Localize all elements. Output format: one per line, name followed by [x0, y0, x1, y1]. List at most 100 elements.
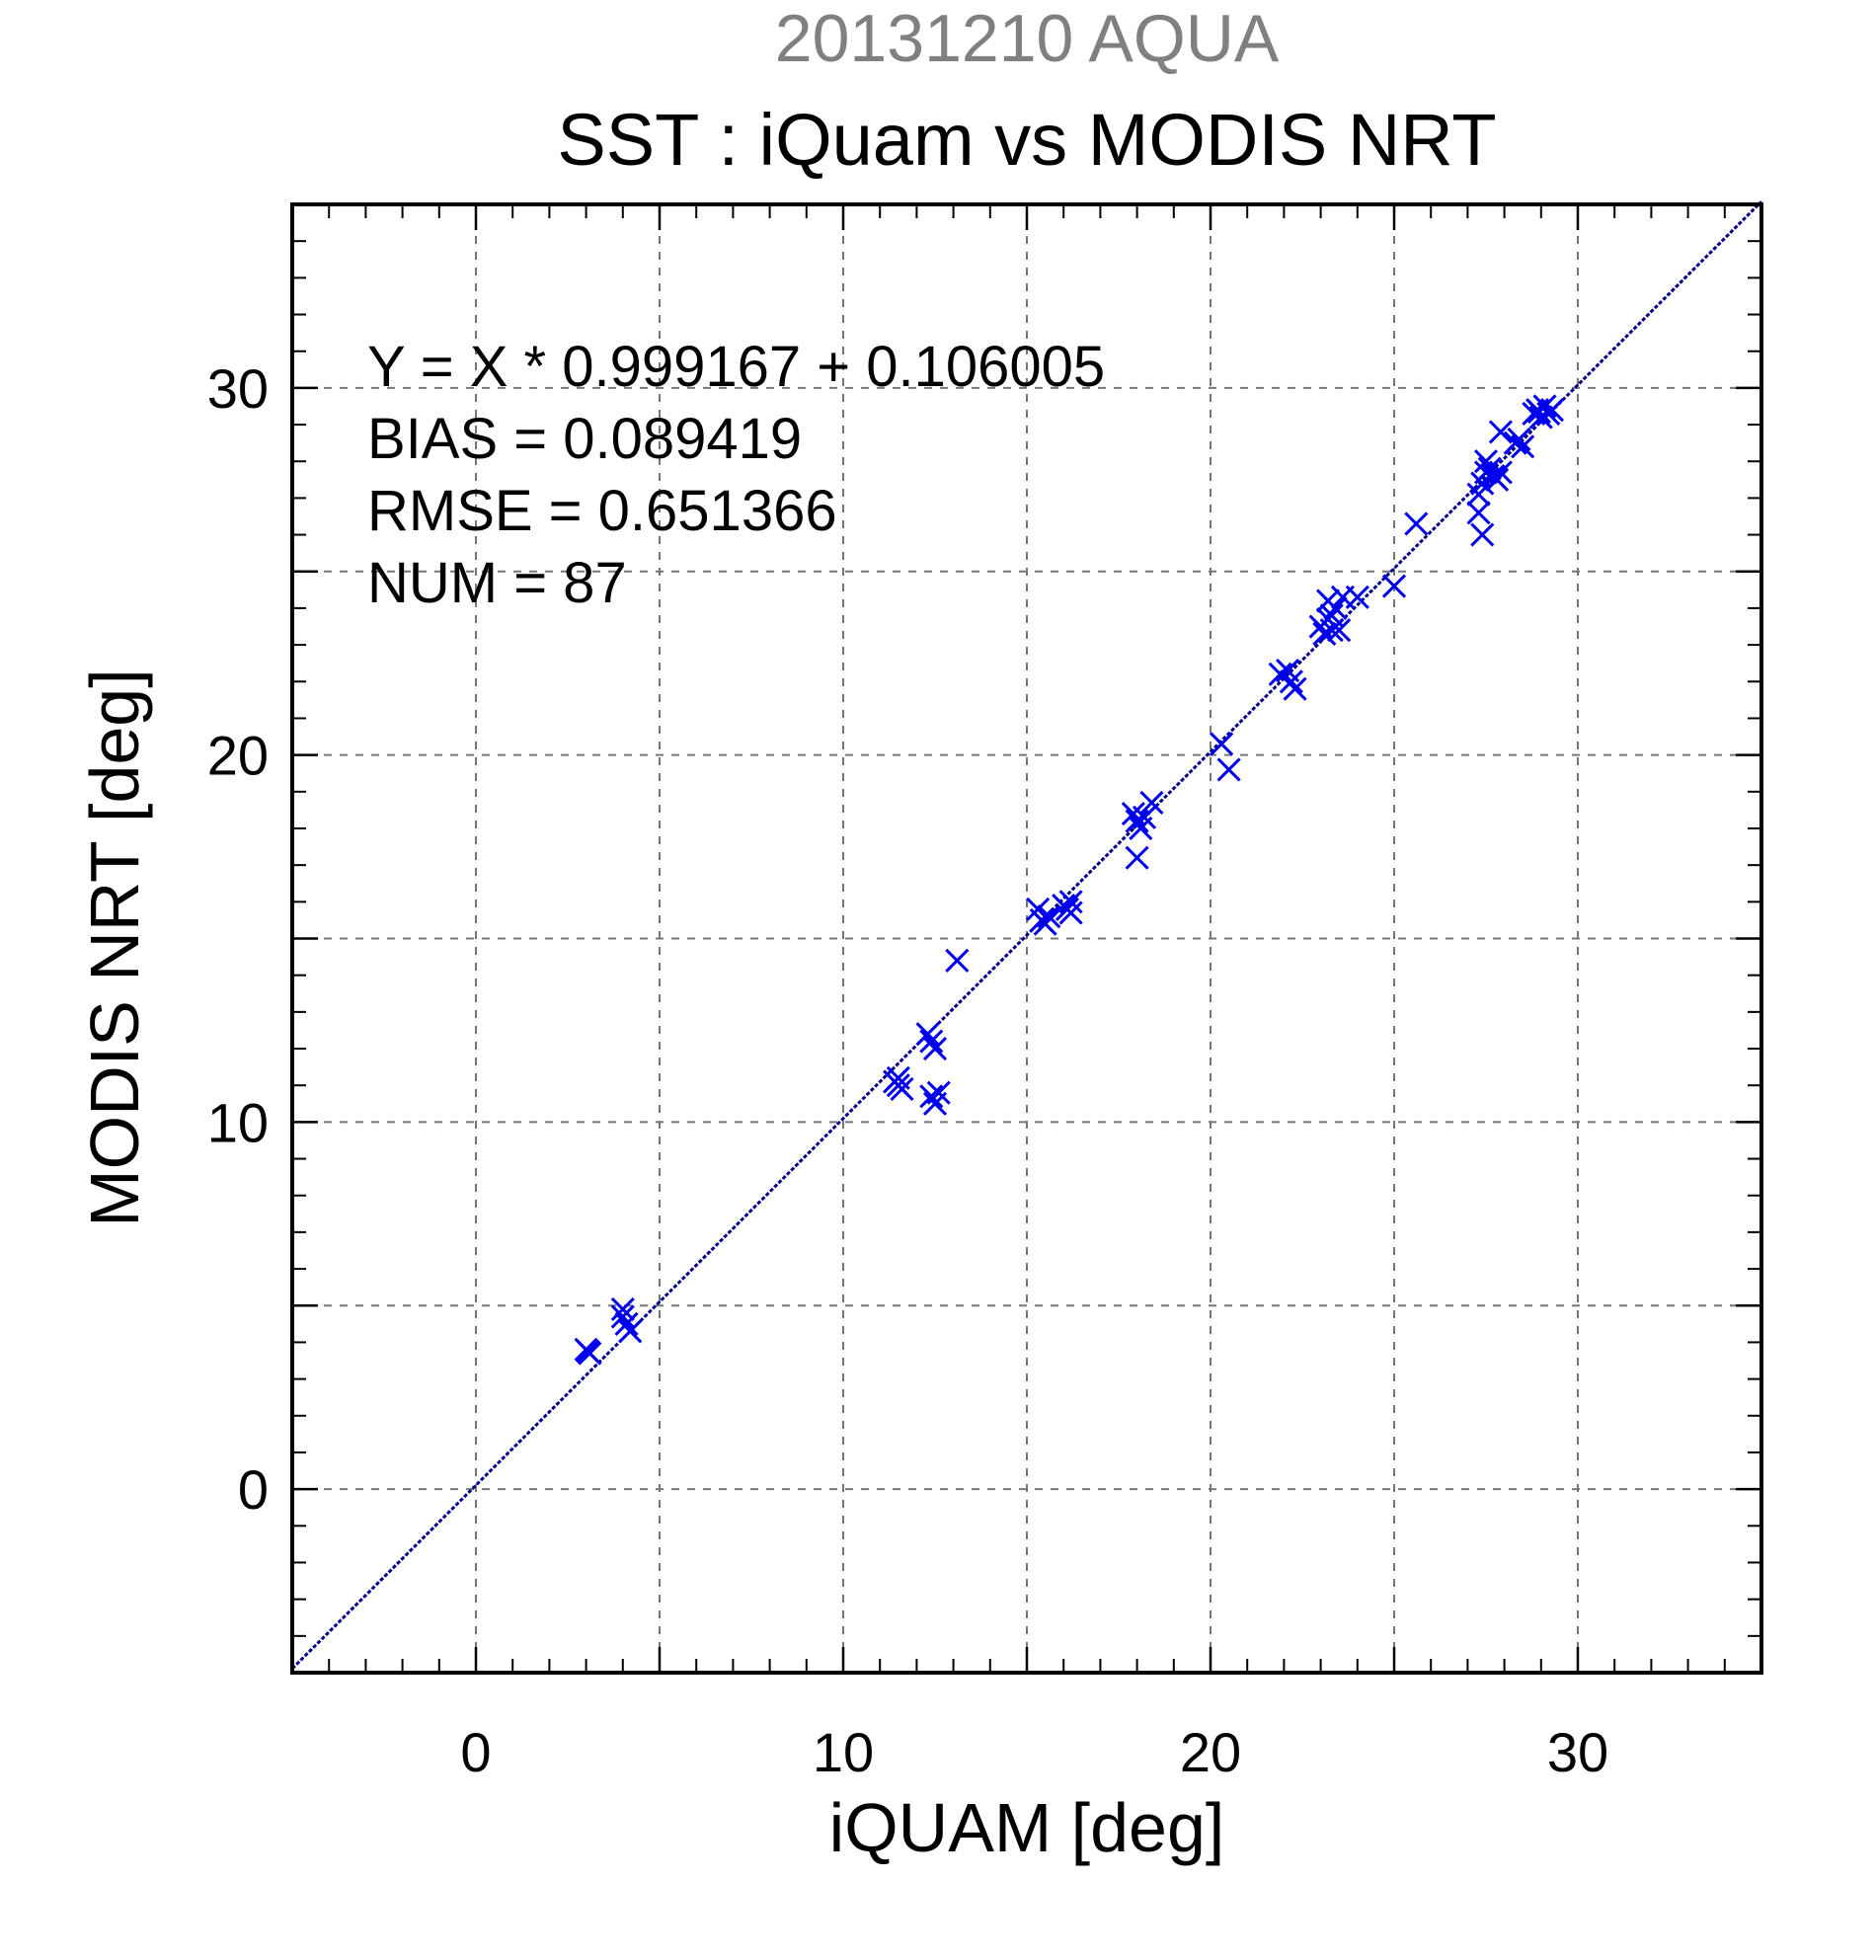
data-point-stroke [1511, 434, 1535, 459]
data-point-stroke [922, 1036, 948, 1061]
data-point-stroke [945, 948, 970, 973]
data-point-stroke [1312, 621, 1337, 647]
data-point [1279, 669, 1303, 694]
data-point [1511, 434, 1535, 459]
data-point [1058, 890, 1083, 914]
data-point [1470, 522, 1495, 547]
data-point-stroke [1125, 845, 1149, 870]
stats-line: RMSE = 0.651366 [367, 479, 837, 543]
data-point-stroke [919, 1029, 944, 1054]
data-point-stroke [1466, 501, 1491, 525]
stats-line: NUM = 87 [367, 551, 627, 615]
data-point [1037, 904, 1061, 929]
data-point-stroke [1058, 901, 1083, 925]
axes: 0 10 20 30 0 10 20 30 [207, 202, 1763, 1783]
x-axis-label: iQUAM [deg] [829, 1789, 1225, 1866]
data-point [618, 1319, 643, 1344]
data-point-stroke [1470, 522, 1495, 547]
x-tick-label: 10 [813, 1721, 874, 1783]
data-point-stroke [618, 1319, 643, 1344]
y-tick-label: 0 [238, 1458, 269, 1521]
data-point-stroke [1485, 467, 1510, 492]
data-point-stroke [1058, 890, 1083, 914]
data-point-stroke [1488, 420, 1513, 444]
data-point [1323, 595, 1348, 620]
y-tick-label: 10 [207, 1091, 269, 1153]
data-point [1488, 460, 1513, 485]
data-point-stroke [614, 1311, 639, 1336]
data-point [915, 1022, 940, 1047]
data-point [1216, 757, 1241, 782]
data-point-stroke [1276, 659, 1300, 683]
data-point-stroke [1473, 449, 1499, 474]
data-point-stroke [1526, 399, 1552, 425]
data-point [610, 1304, 635, 1329]
data-point-stroke [1033, 911, 1057, 936]
data-point [1488, 420, 1513, 444]
data-point-stroke [1323, 595, 1348, 620]
x-tick-label: 0 [460, 1721, 491, 1783]
data-point-stroke [1026, 897, 1051, 921]
data-point [1327, 618, 1352, 643]
data-point [1210, 732, 1234, 756]
data-point-stroke [1488, 460, 1513, 485]
data-point [1404, 511, 1429, 536]
data-point [576, 1339, 600, 1364]
y-axis-label: MODIS NRT [deg] [76, 668, 153, 1226]
chart-date-label: 20131210 AQUA [775, 1, 1280, 76]
data-point-stroke [1404, 511, 1429, 536]
stats-line: Y = X * 0.999167 + 0.106005 [367, 335, 1105, 399]
x-tick-label: 20 [1180, 1721, 1241, 1783]
data-point-stroke [610, 1304, 635, 1329]
data-point-stroke [890, 1076, 914, 1101]
data-point [1033, 911, 1057, 936]
data-point-stroke [1268, 662, 1292, 686]
data-point [926, 1080, 951, 1105]
statistics-annotation: Y = X * 0.999167 + 0.106005 BIAS = 0.0894… [367, 335, 1105, 615]
data-point [1132, 805, 1157, 829]
data-point-stroke [1139, 790, 1164, 816]
x-tick-label: 30 [1547, 1721, 1608, 1783]
data-point-stroke [1216, 757, 1241, 782]
data-point [1125, 809, 1149, 833]
data-point [1345, 585, 1369, 609]
data-point-stroke [610, 1296, 635, 1322]
data-point [1466, 501, 1491, 525]
data-point-stroke [1507, 427, 1531, 451]
data-point [1526, 399, 1552, 425]
data-point-stroke [926, 1080, 951, 1105]
data-point [1319, 603, 1344, 628]
data-point [614, 1311, 639, 1336]
data-point [1507, 427, 1531, 451]
data-point [1125, 845, 1149, 870]
data-points [574, 394, 1565, 1366]
data-point [1312, 621, 1337, 647]
data-point-stroke [576, 1339, 600, 1364]
data-point-stroke [1381, 574, 1407, 598]
data-point-stroke [1279, 669, 1303, 694]
data-point-stroke [1121, 802, 1145, 826]
chart-title: SST : iQuam vs MODIS NRT [557, 99, 1496, 181]
grid-lines [292, 204, 1761, 1673]
y-tick-label: 30 [207, 357, 269, 420]
data-point-stroke [1283, 676, 1307, 701]
data-point-stroke [1345, 585, 1369, 609]
data-point [1283, 676, 1307, 701]
data-point [610, 1296, 635, 1322]
data-point-stroke [919, 1084, 944, 1109]
data-point [1473, 449, 1499, 474]
data-point-stroke [1319, 603, 1344, 628]
data-point-stroke [1037, 904, 1061, 929]
data-point-stroke [886, 1065, 910, 1090]
stats-line: BIAS = 0.089419 [367, 407, 802, 471]
data-point [919, 1084, 944, 1109]
data-point [922, 1036, 948, 1061]
plot-frame [290, 202, 1763, 1675]
data-point-stroke [1327, 618, 1352, 643]
data-point [1485, 467, 1510, 492]
data-point-stroke [1477, 456, 1502, 481]
data-point [919, 1029, 944, 1054]
data-point [1381, 574, 1407, 598]
data-point [1058, 901, 1083, 925]
